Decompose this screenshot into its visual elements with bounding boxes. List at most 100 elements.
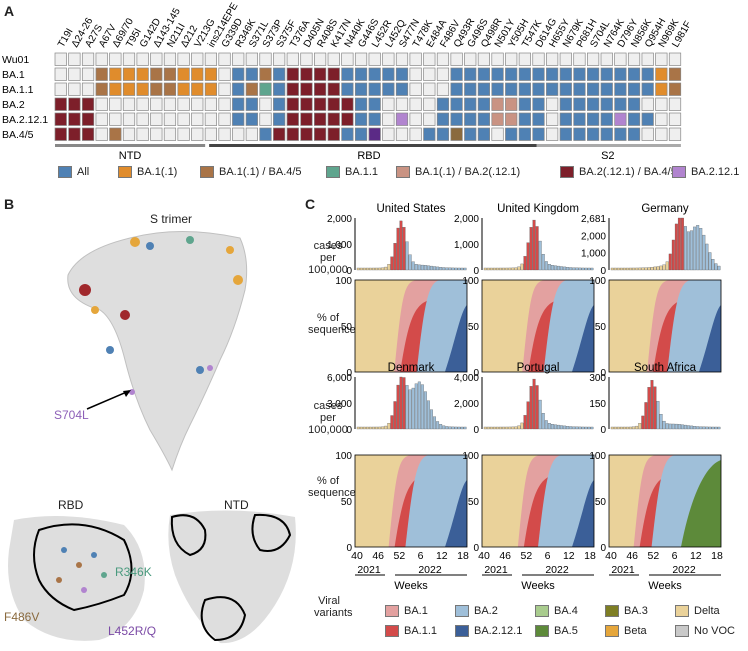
grid-cell xyxy=(368,112,381,126)
grid-cell xyxy=(368,127,381,141)
legend-text: BA.1.1 xyxy=(345,166,379,178)
case-bar xyxy=(671,423,675,430)
case-bar xyxy=(623,267,626,271)
variant-label: BA.2 xyxy=(2,99,25,111)
grid-cell xyxy=(191,97,204,111)
grid-cell xyxy=(436,52,450,66)
case-bar xyxy=(714,426,718,430)
case-bar xyxy=(387,264,391,271)
grid-cell xyxy=(546,82,559,96)
pct-tick: 100 xyxy=(335,276,352,287)
rbd-label: RBD xyxy=(357,150,380,162)
grid-cell xyxy=(395,127,409,141)
grid-cell xyxy=(505,52,518,66)
case-bar xyxy=(405,385,409,430)
grid-cell xyxy=(218,82,231,96)
grid-cell xyxy=(409,127,422,141)
grid-cell xyxy=(109,67,122,81)
week-tick: 52 xyxy=(521,550,533,562)
week-tick: 18 xyxy=(584,550,596,562)
grid-cell xyxy=(54,82,67,96)
cases-tick: 3,000 xyxy=(327,399,352,410)
cases-tick: 2,000 xyxy=(327,214,352,225)
grid-cell xyxy=(546,112,559,126)
case-bar xyxy=(714,263,718,271)
f486v-label: F486V xyxy=(4,610,40,624)
case-bar xyxy=(711,259,715,271)
grid-cell xyxy=(436,82,450,96)
case-bar xyxy=(423,391,427,430)
case-bar xyxy=(408,389,412,430)
grid-cell xyxy=(491,67,504,81)
case-bar xyxy=(408,254,412,271)
grid-cell xyxy=(450,52,463,66)
grid-cell xyxy=(300,97,313,111)
grid-cell xyxy=(286,82,299,96)
case-bar xyxy=(499,267,502,271)
case-bar xyxy=(554,265,557,271)
grid-cell xyxy=(122,67,136,81)
r346k-label: R346K xyxy=(115,565,152,579)
case-bar xyxy=(653,386,657,430)
legend-a-item: BA.2(.12.1) / BA.4/5 xyxy=(560,166,677,178)
grid-cell xyxy=(532,82,545,96)
case-bar xyxy=(693,226,697,271)
case-bar xyxy=(433,416,436,430)
week-tick: 40 xyxy=(605,550,617,562)
grid-cell xyxy=(341,67,354,81)
grid-cell xyxy=(54,112,67,126)
ba212-area xyxy=(445,480,467,547)
pct-tick: 100 xyxy=(589,451,606,462)
legend-text: Delta xyxy=(694,605,720,617)
case-bar xyxy=(581,267,585,271)
case-bar xyxy=(647,387,651,430)
case-bar xyxy=(369,426,372,430)
surface-patch xyxy=(196,366,204,374)
case-bar xyxy=(684,226,687,271)
case-bar xyxy=(417,264,421,271)
grid-cell xyxy=(382,127,395,141)
grid-cell xyxy=(341,127,354,141)
case-bar xyxy=(445,267,449,271)
case-bar xyxy=(616,267,620,271)
case-bar xyxy=(411,261,415,271)
case-bar xyxy=(460,267,464,271)
pct-tick: 0 xyxy=(473,543,479,554)
grid-cell xyxy=(532,52,545,66)
grid-cell xyxy=(273,127,286,141)
pct-frame xyxy=(608,454,722,548)
grid-cell xyxy=(668,127,682,141)
surface-patch xyxy=(61,547,67,553)
grid-cell xyxy=(614,97,627,111)
grid-cell xyxy=(532,112,545,126)
legend-text: BA.2 xyxy=(474,605,498,617)
grid-cell xyxy=(423,97,436,111)
grid-cell xyxy=(614,112,627,126)
grid-cell xyxy=(573,112,586,126)
case-bar xyxy=(626,426,629,430)
grid-cell xyxy=(518,97,531,111)
grid-cell xyxy=(573,97,586,111)
grid-cell xyxy=(218,52,231,66)
grid-cell xyxy=(273,82,286,96)
grid-cell xyxy=(314,127,327,141)
case-bar xyxy=(635,267,639,271)
case-bar xyxy=(693,426,697,430)
grid-cell xyxy=(518,127,531,141)
case-bar xyxy=(454,267,458,271)
grid-cell xyxy=(627,82,641,96)
ba5-area xyxy=(681,460,721,547)
grid-cell xyxy=(491,97,504,111)
week-tick: 18 xyxy=(711,550,723,562)
case-bar xyxy=(505,426,509,430)
grid-cell xyxy=(54,127,67,141)
grid-cell xyxy=(600,97,613,111)
case-bar xyxy=(430,409,433,430)
grid-cell xyxy=(641,97,654,111)
grid-cell xyxy=(354,67,368,81)
case-bar xyxy=(647,267,651,271)
cases-tick: 2,000 xyxy=(454,399,479,410)
grid-cell xyxy=(559,127,572,141)
case-bar xyxy=(511,267,515,271)
grid-cell xyxy=(314,67,327,81)
